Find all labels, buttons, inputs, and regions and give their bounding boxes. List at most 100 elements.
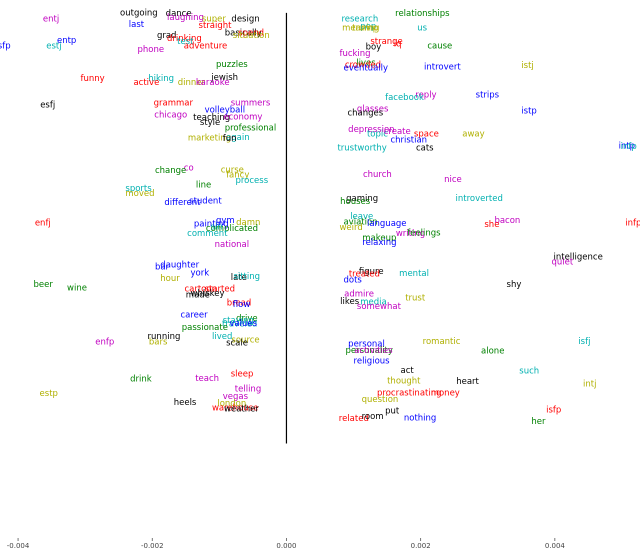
- word-point: heart: [456, 377, 479, 387]
- word-point: outgoing: [120, 8, 158, 18]
- word-point: warehouse: [212, 404, 258, 414]
- word-point: hiking: [148, 74, 174, 84]
- word-point: drink: [130, 375, 152, 385]
- word-point: mental: [399, 269, 429, 279]
- word-point: damn: [236, 218, 260, 228]
- word-point: lived: [212, 332, 232, 342]
- word-point: money: [431, 389, 460, 399]
- word-point: somewhat: [357, 302, 402, 312]
- word-point: relaxing: [362, 238, 396, 248]
- word-point: hour: [160, 274, 180, 284]
- word-point: treated: [349, 269, 380, 279]
- word-point: intelligence: [553, 252, 602, 262]
- word-point: infp: [625, 219, 640, 229]
- word-point: dots: [343, 275, 362, 285]
- word-point: funny: [80, 74, 104, 84]
- word-point: vegas: [223, 392, 249, 402]
- word-point: trustworthy: [337, 143, 386, 153]
- x-tick-label: 0.002: [411, 542, 431, 550]
- word-point: figure: [359, 267, 384, 277]
- word-point: whiskey: [191, 289, 225, 299]
- word-point: she: [484, 220, 499, 230]
- word-point: writing: [396, 229, 425, 239]
- word-point: entp: [57, 36, 76, 46]
- word-point: marketing: [188, 134, 231, 144]
- word-point: economy: [223, 113, 262, 123]
- word-point: drinking: [167, 34, 202, 44]
- word-point: language: [367, 219, 407, 229]
- x-tick-label: 0.000: [276, 542, 296, 550]
- x-tick-label: -0.004: [7, 542, 30, 550]
- word-point: reply: [415, 90, 436, 100]
- x-tick-label: 0.004: [545, 542, 566, 550]
- word-point: chicago: [154, 111, 187, 121]
- word-point: such: [519, 366, 539, 376]
- word-point: create: [384, 127, 411, 137]
- word-point: istj: [521, 61, 533, 71]
- word-point: away: [462, 130, 484, 140]
- word-point: flow: [233, 300, 251, 310]
- word-point: national: [215, 240, 249, 250]
- word-point: bars: [149, 338, 168, 348]
- x-tick-label: -0.002: [141, 542, 164, 550]
- word-point: fancy: [226, 170, 249, 180]
- word-point: daughter: [160, 261, 199, 271]
- word-point: iq: [394, 40, 402, 50]
- word-point: dinner: [178, 78, 206, 88]
- word-point: room: [362, 412, 384, 422]
- word-point: made: [186, 291, 210, 301]
- word-point: weather: [224, 404, 259, 414]
- word-point: gym: [216, 216, 235, 226]
- word-point: strange: [370, 37, 402, 47]
- word-point: different: [164, 198, 201, 208]
- word-point: estj: [46, 41, 61, 51]
- word-point: line: [196, 180, 211, 190]
- word-point: design: [231, 14, 259, 24]
- word-point: traveled: [222, 320, 257, 330]
- word-point: karaoke: [196, 78, 230, 88]
- word-point: media: [360, 298, 386, 308]
- word-point: esfj: [40, 101, 55, 111]
- word-point: isfp: [546, 406, 561, 416]
- word-point: facebook: [385, 93, 424, 103]
- word-point: relationships: [395, 9, 450, 19]
- word-point: feelings: [407, 229, 441, 239]
- word-point: fucking: [339, 49, 370, 59]
- word-point: active: [133, 78, 159, 88]
- word-point: started: [205, 284, 235, 294]
- word-point: change: [155, 166, 186, 176]
- word-point: super: [202, 14, 226, 24]
- word-point: related: [339, 414, 369, 424]
- word-point: alone: [481, 346, 504, 356]
- word-point: grammar: [154, 99, 194, 109]
- word-point: depression: [348, 125, 394, 135]
- word-point: likes: [340, 297, 360, 307]
- word-point: makeup: [362, 233, 396, 243]
- word-point: sin: [211, 222, 223, 232]
- word-point: straight: [199, 21, 233, 31]
- word-point: introvert: [424, 62, 461, 72]
- word-point: running: [148, 332, 181, 342]
- word-point: curse: [221, 165, 244, 175]
- word-point: space: [414, 130, 439, 140]
- word-point: cartoon: [184, 284, 217, 294]
- word-point: enfp: [95, 338, 114, 348]
- word-point: personal: [348, 340, 385, 350]
- word-point: quiet: [551, 257, 573, 267]
- word-point: beer: [33, 280, 53, 290]
- word-point: weird: [339, 223, 362, 233]
- word-point: wine: [67, 284, 87, 294]
- word-point: adventure: [184, 41, 228, 51]
- word-point: style: [200, 118, 220, 128]
- word-point: put: [385, 407, 400, 417]
- word-point: intp: [619, 142, 635, 152]
- word-point: nothing: [404, 413, 436, 423]
- word-point: cats: [416, 144, 434, 154]
- word-point: telling: [235, 385, 261, 395]
- word-point: process: [235, 176, 268, 186]
- word-point: eventually: [343, 63, 388, 73]
- word-point: teach: [195, 374, 219, 384]
- word-point: aviation: [343, 217, 377, 227]
- word-point: heels: [174, 398, 197, 408]
